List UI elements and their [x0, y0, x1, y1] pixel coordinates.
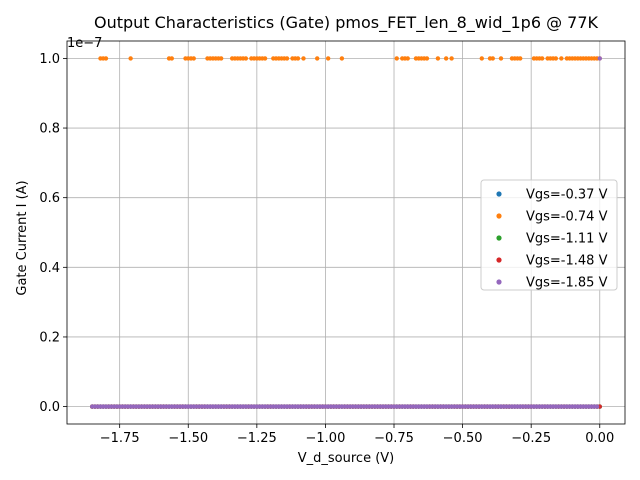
legend-marker	[496, 213, 502, 219]
data-point	[539, 56, 545, 61]
legend-label: Vgs=-1.11 V	[526, 232, 608, 247]
data-point	[594, 404, 600, 409]
data-point	[325, 56, 331, 61]
legend: Vgs=-0.37 V Vgs=-0.74 V Vgs=-1.11 V Vgs=-1.…	[480, 179, 618, 291]
data-point	[518, 56, 523, 61]
x-tick-label: 0.00	[585, 431, 614, 446]
x-tick-label: −1.00	[306, 431, 346, 446]
data-point	[435, 56, 441, 61]
legend-label: Vgs=-1.48 V	[526, 254, 608, 269]
x-tick-label: −0.75	[374, 431, 414, 446]
data-point	[262, 56, 268, 61]
x-tick-label: −0.25	[511, 431, 551, 446]
tick-layer: −1.75 −1.50 −1.25 −1.00 −0.75 −0.50 −0.25 0.00 0…	[39, 52, 614, 446]
data-point	[443, 56, 449, 61]
data-point	[169, 56, 174, 61]
x-tick-label: −1.25	[237, 431, 277, 446]
x-axis-label: V_d_source (V)	[298, 451, 394, 466]
x-tick-label: −1.50	[168, 431, 208, 446]
y-tick-label: 0.4	[39, 261, 60, 276]
y-axis-label: Gate Current I (A)	[15, 180, 30, 295]
data-point	[191, 56, 196, 61]
data-point	[498, 56, 504, 61]
data-point	[479, 56, 484, 61]
plot-frame	[66, 40, 626, 425]
data-point	[218, 56, 224, 61]
legend-box	[480, 179, 618, 291]
legend-marker	[496, 235, 502, 241]
data-point	[394, 56, 399, 61]
x-tick-label: −0.50	[443, 431, 483, 446]
y-tick-label: 0.6	[39, 191, 60, 206]
data-point	[314, 56, 320, 61]
y-axis-offset-text: 1e−7	[67, 36, 102, 51]
data-point	[295, 56, 301, 61]
data-point	[284, 56, 290, 61]
legend-marker	[496, 191, 502, 197]
data-point	[490, 56, 495, 61]
legend-label: Vgs=-1.85 V	[526, 276, 608, 291]
data-point	[128, 56, 133, 61]
legend-label: Vgs=-0.37 V	[526, 188, 608, 203]
legend-marker	[496, 257, 502, 263]
data-point	[424, 56, 430, 61]
data-point	[553, 56, 559, 61]
y-tick-label: 0.2	[39, 330, 60, 345]
y-tick-label: 1.0	[39, 52, 60, 67]
data-point	[405, 56, 410, 61]
data-point	[301, 56, 306, 61]
data-point	[339, 56, 345, 61]
chart-title: Output Characteristics (Gate) pmos_FET_l…	[94, 13, 599, 33]
y-tick-label: 0.0	[39, 400, 60, 415]
x-tick-label: −1.75	[100, 431, 140, 446]
legend-marker	[496, 279, 502, 285]
data-point	[597, 56, 602, 61]
data-point	[103, 56, 109, 61]
data-point	[559, 56, 564, 61]
data-layer	[90, 56, 602, 409]
data-point	[243, 56, 249, 61]
legend-label: Vgs=-0.74 V	[526, 210, 608, 225]
series-points	[90, 56, 602, 409]
data-point	[449, 56, 454, 61]
y-tick-label: 0.8	[39, 122, 60, 137]
